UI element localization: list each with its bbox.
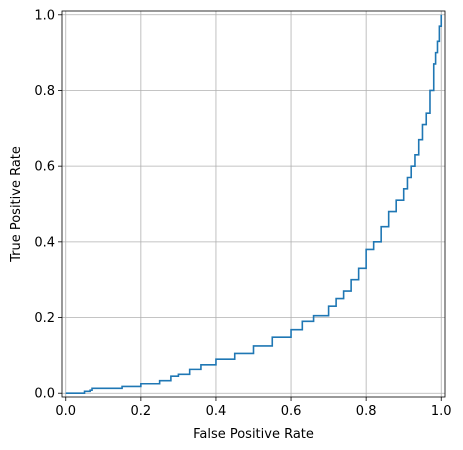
y-tick-label: 0.6: [34, 160, 55, 175]
y-tick-label: 1.0: [34, 8, 55, 23]
grid-layer: [62, 11, 445, 397]
x-tick-label: 0.0: [55, 404, 76, 419]
x-tick-label: 0.2: [131, 404, 152, 419]
curve-layer: [65, 14, 443, 395]
y-tick-label: 0.0: [34, 387, 55, 402]
x-tick-label: 0.6: [281, 404, 302, 419]
y-tick-label: 0.2: [34, 311, 55, 326]
x-tick-label: 0.4: [206, 404, 227, 419]
roc-curve-line: [65, 14, 443, 395]
y-tick-label: 0.8: [34, 84, 55, 99]
x-tick-label: 0.8: [356, 404, 377, 419]
x-axis-label: False Positive Rate: [193, 427, 314, 442]
tick-layer: 0.0 0.2 0.4 0.6 0.8 1.0 0.0 0.2 0.4 0.6 0.8 1.0: [34, 8, 451, 419]
y-axis-label: True Positive Rate: [9, 146, 24, 263]
x-tick-label: 1.0: [431, 404, 452, 419]
y-tick-label: 0.4: [34, 235, 55, 250]
plot-frame: [61, 10, 446, 398]
